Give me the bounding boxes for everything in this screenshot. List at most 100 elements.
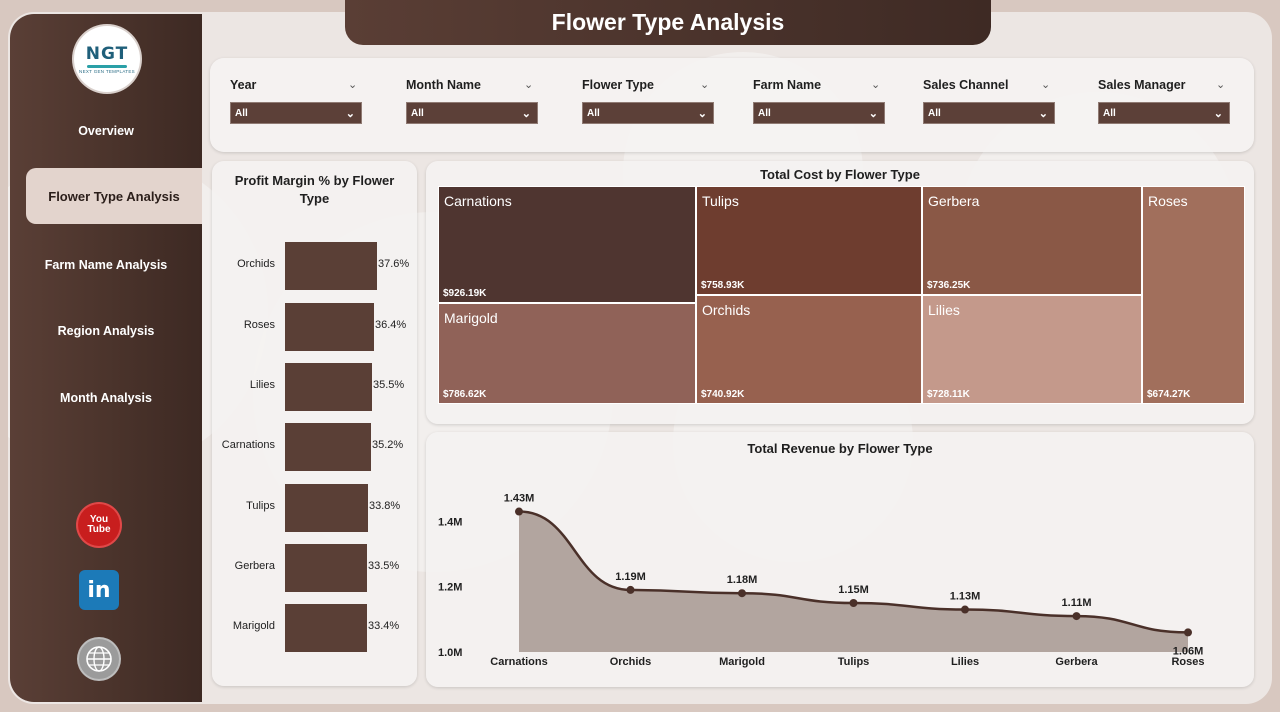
filter-label: Sales Manager [1098,78,1186,92]
filter-sales-channel: Sales Channel ⌄ All ⌄ [923,78,1055,124]
bar[interactable] [285,423,371,471]
bar-row[interactable]: Gerbera 33.5% [212,544,416,592]
chevron-down-icon: ⌄ [521,107,531,120]
revenue-data-label: 1.15M [838,584,869,596]
revenue-point[interactable] [1072,612,1081,621]
nav-month-analysis[interactable]: Month Analysis [60,391,152,405]
y-tick-label: 1.2M [438,582,462,594]
bar[interactable] [285,544,367,592]
bar-row[interactable]: Lilies 35.5% [212,363,416,411]
bar[interactable] [285,303,374,351]
filter-label: Sales Channel [923,78,1009,92]
revenue-point[interactable] [626,585,635,594]
treemap-cell[interactable]: Gerbera $736.25K [922,186,1142,295]
treemap-cell[interactable]: Tulips $758.93K [696,186,922,295]
sales-manager-dropdown[interactable]: All ⌄ [1098,102,1230,124]
revenue-point[interactable] [515,507,523,516]
month-name-dropdown[interactable]: All ⌄ [406,102,538,124]
revenue-point[interactable] [961,605,969,614]
x-category-label: Gerbera [1055,656,1098,668]
bar-value-label: 37.6% [378,258,410,270]
dropdown-value: All [758,107,771,119]
chevron-down-icon[interactable]: ⌄ [871,79,881,91]
treemap-cell-value: $758.93K [701,280,745,291]
flower-type-dropdown[interactable]: All ⌄ [582,102,714,124]
treemap-cell-label: Roses [1148,193,1188,209]
x-category-label: Orchids [610,656,652,668]
bar-category-label: Tulips [246,500,275,512]
chevron-down-icon[interactable]: ⌄ [700,79,710,91]
logo-subtext: NEXT GEN TEMPLATES [79,69,135,74]
nav-region-analysis[interactable]: Region Analysis [57,324,155,338]
chevron-down-icon[interactable]: ⌄ [524,79,534,91]
logo-swoosh-icon [87,65,127,68]
x-category-label: Carnations [490,656,547,668]
bar-row[interactable]: Roses 36.4% [212,303,416,351]
profit-margin-chart-title: Profit Margin % by Flower Type [234,173,395,206]
bar-category-label: Roses [243,319,275,331]
treemap-cell-label: Orchids [702,302,751,318]
revenue-data-label: 1.19M [615,571,646,583]
linkedin-icon[interactable]: in [79,570,119,610]
bar[interactable] [285,363,372,411]
page-title-bar: Flower Type Analysis [345,0,991,45]
dropdown-value: All [587,107,600,119]
bar[interactable] [285,242,377,290]
bar[interactable] [285,604,367,652]
bar-row[interactable]: Carnations 35.2% [212,423,416,471]
treemap-cell-value: $674.27K [1147,389,1191,400]
filter-panel: Year ⌄ All ⌄ Month Name ⌄ All ⌄ Flower Typ… [210,58,1254,152]
bar-row[interactable]: Tulips 33.8% [212,484,416,532]
bar[interactable] [285,484,368,532]
bar-row[interactable]: Marigold 33.4% [212,604,416,652]
ngt-logo[interactable]: NGT NEXT GEN TEMPLATES [74,26,140,92]
x-category-label: Marigold [719,656,765,668]
filter-label: Farm Name [753,78,822,92]
linkedin-icon-text: in [87,577,111,603]
chevron-down-icon[interactable]: ⌄ [348,79,358,91]
bar-row[interactable]: Orchids 37.6% [212,242,416,290]
chevron-down-icon: ⌄ [1213,107,1223,120]
youtube-text-1: You [89,514,109,525]
chevron-down-icon[interactable]: ⌄ [1041,79,1051,91]
farm-name-dropdown[interactable]: All ⌄ [753,102,885,124]
bar-value-label: 35.2% [372,439,404,451]
y-tick-label: 1.0M [438,647,462,659]
total-revenue-chart-title: Total Revenue by Flower Type [747,441,933,456]
treemap-cell[interactable]: Orchids $740.92K [696,295,922,404]
treemap-cell-value: $728.11K [927,389,970,400]
treemap-cell[interactable]: Lilies $728.11K [922,295,1142,404]
revenue-point[interactable] [738,589,746,598]
dropdown-value: All [928,107,941,119]
revenue-point[interactable] [1184,628,1192,637]
treemap-cell-value: $926.19K [443,288,487,299]
youtube-icon[interactable]: You Tube [78,504,120,546]
revenue-point[interactable] [849,599,858,607]
page-title: Flower Type Analysis [551,9,785,35]
year-dropdown[interactable]: All ⌄ [230,102,362,124]
website-globe-icon[interactable] [79,639,119,679]
filter-year: Year ⌄ All ⌄ [230,78,362,124]
sidebar: NGT NEXT GEN TEMPLATES Overview Flower T… [10,14,202,702]
total-cost-chart-title: Total Cost by Flower Type [760,167,920,182]
filter-label: Flower Type [582,78,655,92]
nav-overview[interactable]: Overview [78,124,134,138]
treemap-cell[interactable]: Roses $674.27K [1142,186,1245,404]
logo-text: NGT [85,44,129,64]
globe-icon [86,646,112,672]
sales-channel-dropdown[interactable]: All ⌄ [923,102,1055,124]
revenue-data-label: 1.11M [1062,597,1092,609]
treemap-cell-value: $740.92K [701,389,745,400]
total-revenue-area-chart: 1.0M 1.2M 1.4M 1.43M Carnations 1.19M Orchids 1… [438,493,1205,668]
y-tick-label: 1.4M [438,516,462,528]
chevron-down-icon[interactable]: ⌄ [1216,79,1226,91]
x-category-label: Lilies [951,656,979,668]
treemap-cell[interactable]: Carnations $926.19K [438,186,696,303]
bar-value-label: 33.4% [368,620,400,632]
revenue-data-label: 1.06M [1173,645,1204,657]
bar-category-label: Marigold [232,620,275,632]
nav-flower-type-analysis[interactable]: Flower Type Analysis [26,168,202,224]
filter-label: Year [230,78,257,92]
treemap-cell[interactable]: Marigold $786.62K [438,303,696,404]
nav-farm-name-analysis[interactable]: Farm Name Analysis [44,258,168,272]
